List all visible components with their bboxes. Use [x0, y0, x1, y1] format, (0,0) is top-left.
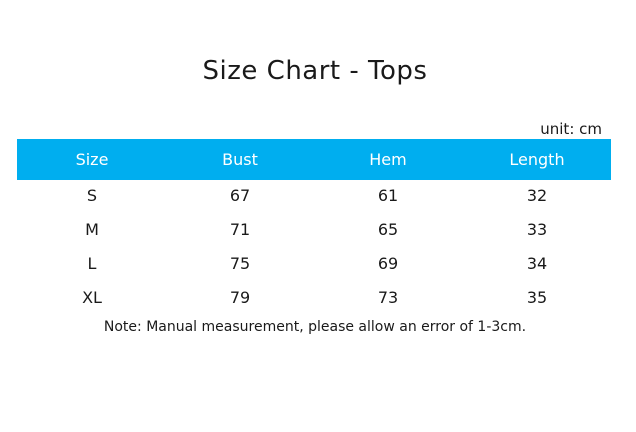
table-row: S 67 61 32	[17, 178, 611, 212]
cell-length: 32	[526, 185, 548, 205]
cell-size: M	[85, 219, 99, 239]
size-table: Size Bust Hem Length S 67 61 32 M 71 65 …	[17, 139, 611, 314]
table-body: S 67 61 32 M 71 65 33 L 75 69 34 XL 79 7…	[17, 178, 611, 314]
header-bust: Bust	[222, 150, 258, 169]
cell-hem: 65	[377, 219, 399, 239]
cell-hem: 61	[377, 185, 399, 205]
table-header: Size Bust Hem Length	[17, 139, 611, 180]
cell-bust: 71	[229, 219, 251, 239]
cell-length: 33	[526, 219, 548, 239]
cell-length: 34	[526, 253, 548, 273]
table-row: L 75 69 34	[17, 246, 611, 280]
measurement-note: Note: Manual measurement, please allow a…	[103, 319, 527, 335]
page-title: Size Chart - Tops	[202, 56, 428, 86]
unit-label: unit: cm	[540, 120, 602, 138]
cell-bust: 75	[229, 253, 251, 273]
cell-length: 35	[526, 287, 548, 307]
cell-size: L	[87, 253, 97, 273]
table-row: XL 79 73 35	[17, 280, 611, 314]
cell-bust: 67	[229, 185, 251, 205]
header-size: Size	[75, 150, 109, 169]
header-length: Length	[509, 150, 565, 169]
cell-hem: 69	[377, 253, 399, 273]
cell-size: S	[86, 185, 98, 205]
cell-size: XL	[82, 287, 102, 307]
table-row: M 71 65 33	[17, 212, 611, 246]
cell-bust: 79	[229, 287, 251, 307]
header-hem: Hem	[369, 150, 407, 169]
cell-hem: 73	[377, 287, 399, 307]
